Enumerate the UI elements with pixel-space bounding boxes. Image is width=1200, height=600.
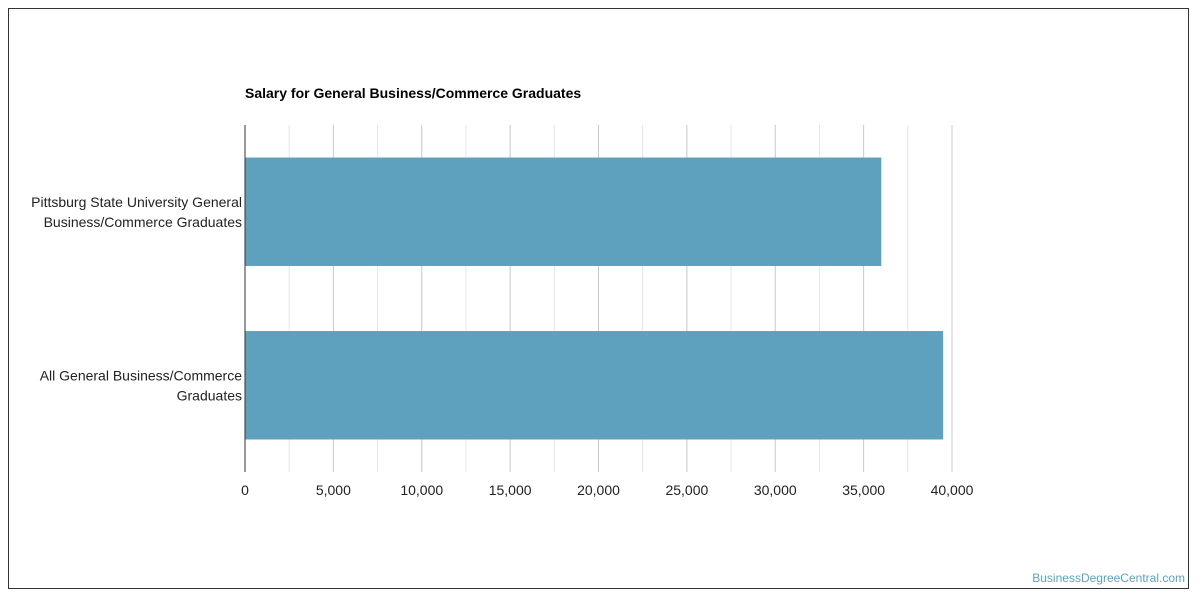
x-tick-label: 25,000	[665, 482, 708, 498]
bar-1	[245, 331, 944, 440]
category-label-1: All General Business/Commerce Graduates	[40, 367, 243, 403]
category-label-line: Graduates	[177, 387, 242, 403]
watermark-link[interactable]: BusinessDegreeCentral.com	[1032, 571, 1185, 585]
x-tick-label: 15,000	[489, 482, 532, 498]
x-tick-label: 5,000	[316, 482, 351, 498]
category-label-0: Pittsburg State University General Busine…	[31, 194, 242, 230]
chart-title: Salary for General Business/Commerce Gra…	[245, 85, 582, 101]
x-tick-label: 0	[241, 482, 249, 498]
bar-0	[245, 157, 882, 266]
x-tick-label: 40,000	[931, 482, 974, 498]
category-label-line: All General Business/Commerce	[40, 367, 243, 383]
category-label-line: Business/Commerce Graduates	[44, 214, 242, 230]
x-tick-label: 10,000	[400, 482, 443, 498]
category-label-line: Pittsburg State University General	[31, 194, 242, 210]
x-tick-labels: 0 5,000 10,000 15,000 20,000 25,000 30,000 35,0…	[241, 482, 974, 498]
category-labels: Pittsburg State University General Busine…	[31, 194, 242, 404]
x-tick-label: 30,000	[754, 482, 797, 498]
x-tick-label: 35,000	[842, 482, 885, 498]
bars	[245, 157, 944, 440]
x-tick-label: 20,000	[577, 482, 620, 498]
